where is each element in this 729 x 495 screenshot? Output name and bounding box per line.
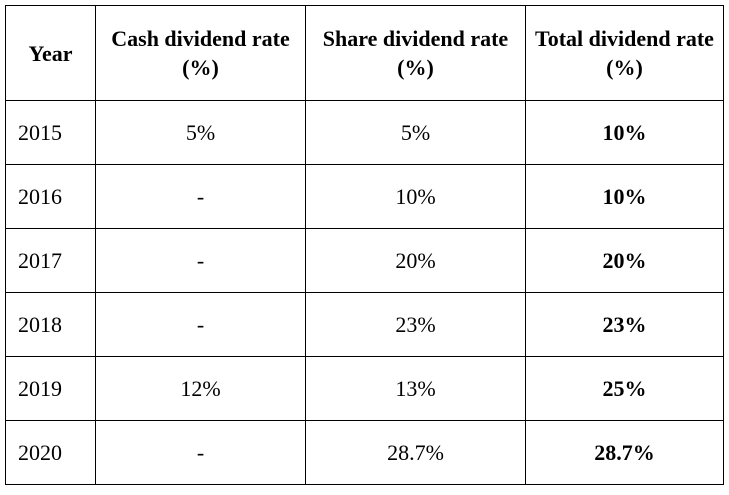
cell-share-dividend-rate: 10% — [305, 164, 526, 229]
header-year: Year — [5, 5, 96, 101]
header-total-dividend-rate: Total dividend rate (%) — [525, 5, 724, 101]
header-cash-dividend-rate: Cash dividend rate (%) — [95, 5, 306, 101]
cell-cash-dividend-rate: - — [95, 228, 306, 293]
cell-cash-dividend-rate: 5% — [95, 100, 306, 165]
cell-year: 2018 — [5, 292, 96, 357]
cell-share-dividend-rate: 20% — [305, 228, 526, 293]
cell-cash-dividend-rate: 12% — [95, 356, 306, 421]
table-row: 2017 - 20% 20% — [5, 228, 724, 293]
table-row: 2016 - 10% 10% — [5, 164, 724, 229]
table-row: 2018 - 23% 23% — [5, 292, 724, 357]
cell-year: 2016 — [5, 164, 96, 229]
cell-year: 2020 — [5, 420, 96, 485]
cell-share-dividend-rate: 23% — [305, 292, 526, 357]
table-row: 2015 5% 5% 10% — [5, 100, 724, 165]
table-row: 2019 12% 13% 25% — [5, 356, 724, 421]
cell-total-dividend-rate: 10% — [525, 164, 724, 229]
cell-year: 2017 — [5, 228, 96, 293]
cell-share-dividend-rate: 5% — [305, 100, 526, 165]
cell-total-dividend-rate: 28.7% — [525, 420, 724, 485]
cell-total-dividend-rate: 23% — [525, 292, 724, 357]
cell-cash-dividend-rate: - — [95, 420, 306, 485]
cell-total-dividend-rate: 20% — [525, 228, 724, 293]
cell-share-dividend-rate: 28.7% — [305, 420, 526, 485]
cell-year: 2015 — [5, 100, 96, 165]
table-body: 2015 5% 5% 10% 2016 - 10% 10% 2017 - 20%… — [5, 100, 724, 485]
cell-cash-dividend-rate: - — [95, 292, 306, 357]
header-share-dividend-rate: Share dividend rate (%) — [305, 5, 526, 101]
cell-total-dividend-rate: 25% — [525, 356, 724, 421]
cell-share-dividend-rate: 13% — [305, 356, 526, 421]
cell-year: 2019 — [5, 356, 96, 421]
table-row: 2020 - 28.7% 28.7% — [5, 420, 724, 485]
table-header: Year Cash dividend rate (%) Share divide… — [5, 5, 724, 101]
dividend-table-container: Year Cash dividend rate (%) Share divide… — [5, 5, 724, 485]
cell-total-dividend-rate: 10% — [525, 100, 724, 165]
dividend-rate-table: Year Cash dividend rate (%) Share divide… — [5, 5, 724, 485]
cell-cash-dividend-rate: - — [95, 164, 306, 229]
header-row: Year Cash dividend rate (%) Share divide… — [5, 5, 724, 101]
